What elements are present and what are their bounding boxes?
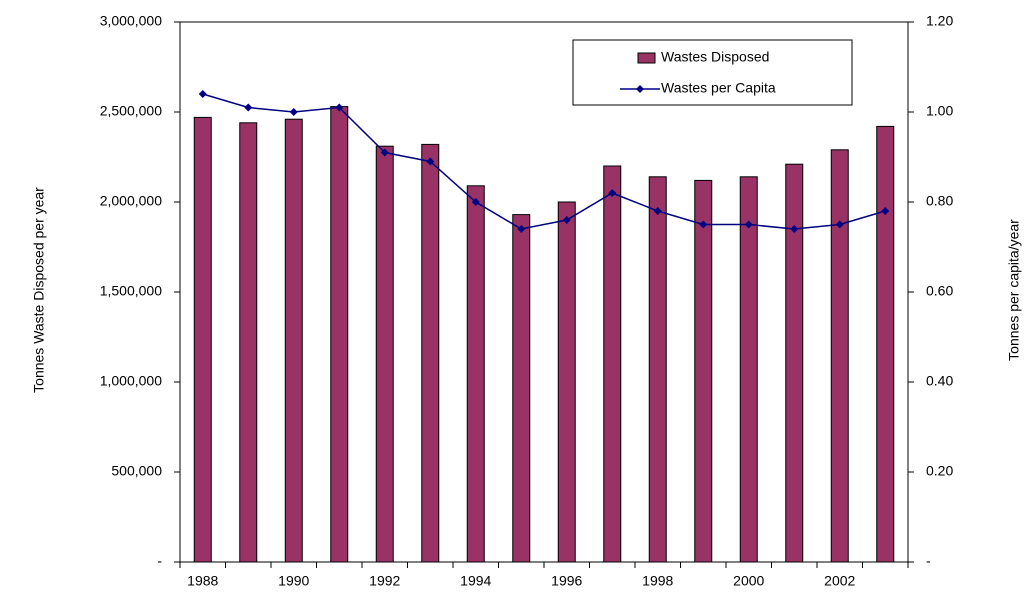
- y-tick-label: 3,000,000: [100, 13, 162, 29]
- line-marker: [426, 157, 435, 166]
- y-tick-label: 2,000,000: [100, 193, 162, 209]
- bar: [330, 106, 349, 563]
- legend: Wastes Disposed Wastes per Capita: [572, 39, 853, 106]
- line-marker: [699, 220, 708, 229]
- bar: [375, 145, 394, 563]
- line-marker: [744, 220, 753, 229]
- x-tick-label: 1988: [187, 573, 218, 589]
- line-marker: [380, 148, 389, 157]
- bar: [830, 149, 849, 563]
- x-tick-label: 2002: [824, 573, 855, 589]
- y-tick-label: 1,500,000: [100, 283, 162, 299]
- line-marker: [517, 225, 526, 233]
- line-marker: [198, 90, 207, 98]
- y-tick-label: -: [157, 553, 162, 569]
- line-marker: [835, 220, 844, 229]
- bar: [557, 201, 576, 563]
- line: [202, 93, 886, 230]
- x-tick-label: 1992: [369, 573, 400, 589]
- x-tick-label: 1996: [551, 573, 582, 589]
- bar: [239, 122, 258, 563]
- line-marker: [471, 198, 480, 206]
- x-tick-label: 1998: [642, 573, 673, 589]
- line-marker: [790, 225, 799, 233]
- y-tick-label: 1,000,000: [100, 373, 162, 389]
- x-tick-label: 1994: [460, 573, 491, 589]
- legend-marker: [636, 85, 644, 93]
- y-tick-label: 500,000: [111, 463, 162, 479]
- legend-swatch: [637, 52, 656, 64]
- y2-tick-label: -: [926, 553, 931, 569]
- bar: [603, 165, 622, 563]
- bar: [193, 116, 212, 563]
- line-marker: [653, 207, 662, 215]
- y2-tick-label: 1.20: [926, 13, 953, 29]
- x-tick-label: 1990: [278, 573, 309, 589]
- legend-label: Wastes Disposed: [661, 49, 769, 65]
- bar: [876, 125, 895, 563]
- line-marker: [562, 216, 571, 224]
- bar: [648, 176, 667, 563]
- y2-tick-label: 0.80: [926, 193, 953, 209]
- y2-axis-title: Tonnes per capita/year: [1006, 219, 1022, 361]
- legend-box: [572, 39, 853, 106]
- x-tick-label: 2000: [733, 573, 764, 589]
- bar: [466, 185, 485, 563]
- line-marker: [608, 189, 617, 197]
- bar: [785, 163, 804, 563]
- line-marker: [881, 207, 890, 215]
- y2-tick-label: 0.60: [926, 283, 953, 299]
- bar: [284, 118, 303, 563]
- bar: [512, 214, 531, 563]
- line-marker: [335, 103, 344, 112]
- y2-tick-label: 0.20: [926, 463, 953, 479]
- y-tick-label: 2,500,000: [100, 103, 162, 119]
- bar: [739, 176, 758, 563]
- bar: [421, 143, 440, 563]
- line-marker: [244, 103, 253, 112]
- y2-tick-label: 0.40: [926, 373, 953, 389]
- legend-label: Wastes per Capita: [661, 80, 776, 96]
- y2-tick-label: 1.00: [926, 103, 953, 119]
- bar: [694, 179, 713, 563]
- line-marker: [289, 108, 298, 116]
- y-axis-title: Tonnes Waste Disposed per year: [31, 187, 47, 393]
